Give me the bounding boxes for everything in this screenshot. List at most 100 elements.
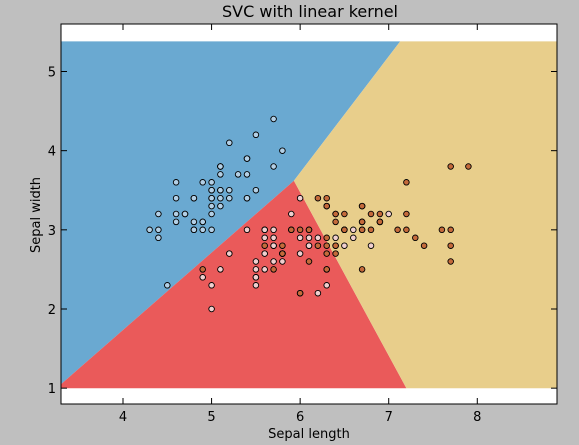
x-tick-label: 4 [119, 410, 127, 425]
data-point [208, 202, 215, 210]
data-point [217, 194, 224, 202]
data-point [296, 289, 304, 297]
decision-region-versicolor [61, 180, 407, 389]
data-point [243, 155, 251, 162]
data-point [199, 179, 206, 186]
data-point [367, 242, 375, 249]
axes: 4 5 6 7 8 1 2 3 4 5 [48, 23, 558, 425]
data-point [172, 194, 180, 202]
data-point [261, 226, 268, 234]
data-point [252, 274, 260, 281]
data-point [190, 218, 198, 226]
data-point [323, 266, 330, 273]
data-point [323, 282, 330, 289]
data-point [305, 234, 313, 242]
data-point [438, 226, 446, 234]
data-point [226, 194, 233, 202]
data-point [420, 242, 428, 249]
data-point [305, 226, 313, 234]
data-point [323, 250, 330, 257]
data-point [376, 218, 384, 226]
y-tick-label: 5 [48, 66, 56, 81]
data-point [226, 139, 233, 147]
data-point [314, 194, 322, 202]
data-point [208, 210, 215, 218]
data-point [190, 194, 198, 202]
data-point [279, 242, 286, 249]
data-point [208, 226, 215, 234]
data-point [208, 186, 215, 194]
decision-region-setosa [61, 41, 401, 385]
data-point [350, 234, 357, 242]
data-point [155, 210, 162, 218]
data-point [217, 163, 224, 170]
data-point [199, 226, 206, 234]
data-point [305, 258, 313, 265]
data-point [190, 226, 198, 234]
data-point [332, 234, 339, 242]
data-point [447, 226, 454, 234]
data-point [172, 218, 180, 226]
data-point [261, 250, 268, 257]
data-point [332, 242, 339, 249]
data-point [358, 266, 366, 273]
data-point [279, 250, 286, 257]
decision-region-virginica [293, 41, 557, 389]
data-point [208, 194, 215, 202]
data-point [323, 202, 330, 210]
data-point [217, 266, 224, 273]
data-point [226, 250, 233, 257]
data-point [261, 242, 268, 249]
data-point [279, 147, 286, 154]
data-point [270, 234, 277, 242]
data-point [296, 234, 304, 242]
data-point [226, 186, 233, 194]
data-point [199, 274, 206, 281]
x-tick-label: 6 [296, 410, 304, 425]
data-point [270, 266, 277, 273]
data-point [181, 210, 189, 218]
data-point [296, 226, 304, 234]
data-point [279, 258, 286, 265]
data-point [367, 226, 375, 234]
data-point [412, 234, 419, 242]
data-point [252, 282, 260, 289]
data-point [270, 226, 277, 234]
data-point [288, 210, 295, 218]
data-point [358, 218, 366, 226]
data-point [385, 210, 392, 218]
x-axis-label: Sepal length [268, 427, 350, 442]
y-axis-label: Sepal width [29, 177, 44, 253]
data-point [465, 163, 472, 170]
data-point [261, 266, 268, 273]
data-point [296, 194, 304, 202]
data-point [314, 242, 322, 249]
data-point [314, 234, 322, 242]
data-point [146, 226, 153, 234]
y-tick-label: 4 [48, 145, 56, 160]
data-point [323, 234, 330, 242]
data-point [341, 210, 348, 218]
data-point [208, 305, 215, 313]
chart-title: SVC with linear kernel [222, 2, 398, 21]
data-point [288, 226, 295, 234]
data-point [403, 179, 410, 186]
x-tick-label: 5 [207, 410, 215, 425]
data-point [314, 289, 322, 297]
data-point [323, 242, 330, 249]
data-point [270, 115, 277, 123]
y-tick-label: 1 [48, 382, 56, 397]
data-point [261, 234, 268, 242]
data-point [155, 226, 162, 234]
data-point [208, 282, 215, 289]
data-point [376, 210, 384, 218]
data-point [332, 218, 339, 226]
data-point [332, 250, 339, 257]
data-point [217, 202, 224, 210]
data-point [358, 202, 366, 210]
data-point [358, 226, 366, 234]
data-point [217, 186, 224, 194]
data-point [270, 163, 277, 170]
